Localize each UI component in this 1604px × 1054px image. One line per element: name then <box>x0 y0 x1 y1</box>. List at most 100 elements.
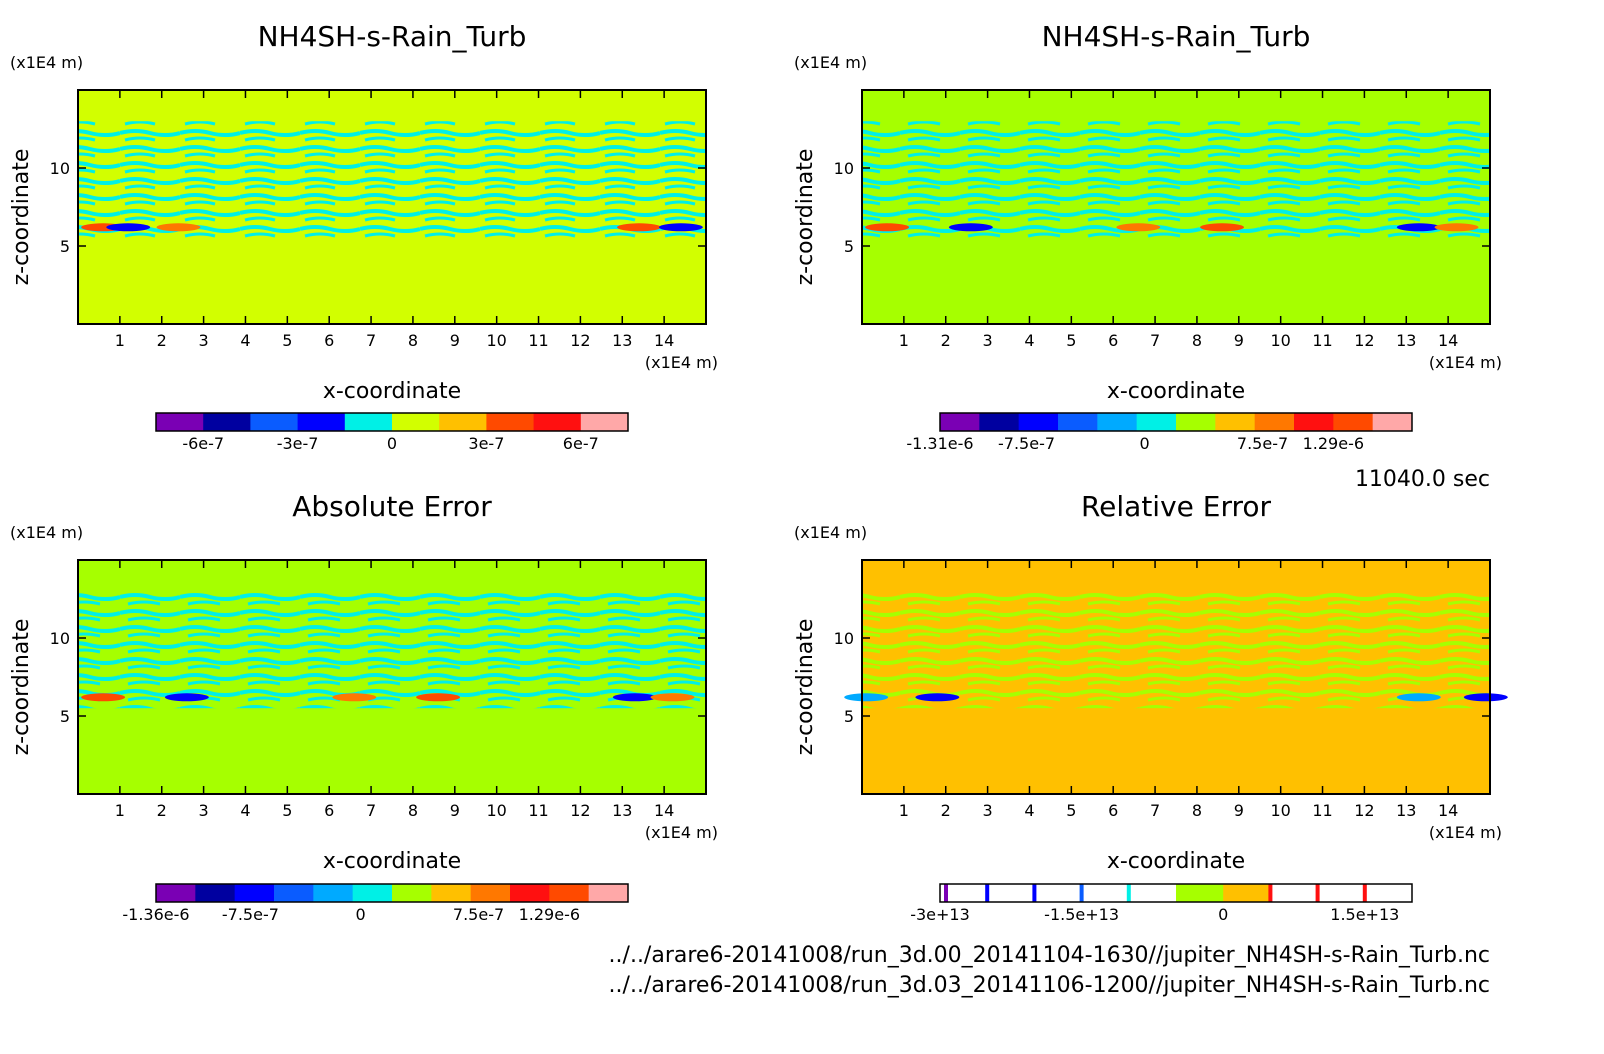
x-tick-label: 1 <box>115 801 125 820</box>
colorbar-swatch <box>940 884 988 902</box>
heatmap-feature-6 <box>650 693 695 702</box>
x-axis-label: x-coordinate <box>1107 379 1245 404</box>
colorbar-separator <box>944 884 948 902</box>
colorbar-swatch <box>1333 413 1374 431</box>
colorbar-swatch <box>470 884 511 902</box>
colorbar-label: -7.5e-7 <box>222 905 279 924</box>
x-tick-label: 6 <box>324 331 334 350</box>
colorbar-swatch <box>344 413 393 431</box>
x-tick-label: 12 <box>1354 331 1374 350</box>
y-tick-label: 10 <box>834 159 854 178</box>
x-tick-label: 7 <box>1150 801 1160 820</box>
x-tick-label: 5 <box>1066 801 1076 820</box>
x-tick-label: 11 <box>528 801 548 820</box>
x-tick-label: 8 <box>1192 801 1202 820</box>
colorbar-swatch <box>203 413 251 431</box>
x-tick-label: 9 <box>450 331 460 350</box>
colorbar-label: -1.5e+13 <box>1044 905 1119 924</box>
colorbar: -1.31e-6 -7.5e-7 0 7.5e-7 1.29e-6 <box>906 412 1413 453</box>
colorbar-swatch <box>1176 413 1216 431</box>
colorbar: -3e+13 -1.5e+13 0 1.5e+13 <box>910 883 1413 924</box>
colorbar-label: 7.5e-7 <box>453 905 504 924</box>
x-tick-label: 1 <box>899 801 909 820</box>
colorbar-frame <box>155 412 629 432</box>
x-tick-label: 3 <box>199 331 209 350</box>
x-tick-label: 8 <box>1192 331 1202 350</box>
heatmap-turbulent-band <box>78 121 706 239</box>
x-tick-label: 2 <box>157 331 167 350</box>
heatmap-feature-2 <box>948 223 993 232</box>
colorbar-swatch <box>234 884 275 902</box>
x-tick-label: 10 <box>1270 801 1290 820</box>
colorbar-swatch <box>1372 413 1413 431</box>
y-axis-unit: (x1E4 m) <box>794 523 867 542</box>
x-axis-unit: (x1E4 m) <box>1429 823 1502 842</box>
heatmap-feature-2 <box>106 223 151 232</box>
colorbar-label: 1.29e-6 <box>1303 434 1364 453</box>
colorbar-swatch <box>510 884 550 902</box>
x-tick-label: 10 <box>486 331 506 350</box>
y-tick-label: 5 <box>60 707 70 726</box>
colorbar-swatch <box>1176 884 1224 902</box>
heatmap-feature-6 <box>1434 223 1479 232</box>
x-tick-label: 4 <box>240 331 250 350</box>
y-axis-label: z-coordinate <box>793 619 818 756</box>
y-axis-label: z-coordinate <box>9 149 34 286</box>
x-tick-label: 7 <box>366 331 376 350</box>
colorbar-separator <box>1079 884 1084 902</box>
heatmap-feature-5 <box>1396 223 1441 232</box>
colorbar-swatch <box>580 413 629 431</box>
colorbar-swatch <box>1018 413 1059 431</box>
x-tick-label: 5 <box>1066 331 1076 350</box>
chart-title: NH4SH-s-Rain_Turb <box>1042 20 1311 53</box>
y-tick-label: 5 <box>60 237 70 256</box>
x-axis-unit: (x1E4 m) <box>1429 353 1502 372</box>
heatmap-feature-5 <box>612 693 657 702</box>
x-tick-label: 3 <box>983 801 993 820</box>
file-path-1: ../../arare6-20141008/run_3d.00_20141104… <box>609 943 1490 968</box>
heatmap-feature-2 <box>164 693 209 702</box>
heatmap-feature-4 <box>1463 693 1508 702</box>
file-path-2: ../../arare6-20141008/run_3d.03_20141106… <box>609 973 1490 998</box>
x-tick-label: 3 <box>983 331 993 350</box>
x-axis-label: x-coordinate <box>323 849 461 874</box>
x-tick-label: 13 <box>612 801 632 820</box>
chart-title: Absolute Error <box>292 490 492 523</box>
colorbar-swatch <box>987 884 1035 902</box>
colorbar-separator <box>1315 884 1320 902</box>
y-tick-label: 5 <box>844 707 854 726</box>
colorbar-label: 0 <box>1139 434 1149 453</box>
colorbar-swatch <box>549 884 590 902</box>
heatmap-feature-3 <box>1116 223 1161 232</box>
time-label: 11040.0 sec <box>1355 467 1490 492</box>
colorbar-swatch <box>1223 884 1271 902</box>
y-tick-label: 5 <box>844 237 854 256</box>
colorbar-label: 1.5e+13 <box>1330 905 1399 924</box>
x-tick-label: 5 <box>282 801 292 820</box>
heatmap-turbulent-band <box>862 121 1490 239</box>
y-axis-unit: (x1E4 m) <box>794 53 867 72</box>
y-tick-label: 10 <box>50 159 70 178</box>
x-axis-unit: (x1E4 m) <box>645 353 718 372</box>
heatmap-feature-1 <box>81 693 126 702</box>
x-tick-label: 12 <box>570 331 590 350</box>
colorbar-swatch <box>1034 884 1083 902</box>
x-tick-label: 2 <box>157 801 167 820</box>
colorbar-swatch <box>1364 884 1413 902</box>
colorbar-swatch <box>156 413 204 431</box>
colorbar-swatch <box>297 413 346 431</box>
colorbar-swatch <box>533 413 582 431</box>
plot-frame <box>861 559 1491 795</box>
heatmap-feature-2 <box>915 693 960 702</box>
colorbar-swatch <box>940 413 980 431</box>
plot-frame <box>77 559 707 795</box>
colorbar-label: 3e-7 <box>468 434 504 453</box>
x-tick-label: 12 <box>1354 801 1374 820</box>
x-tick-label: 13 <box>1396 331 1416 350</box>
colorbar-swatch <box>1136 413 1177 431</box>
colorbar-swatch <box>1058 413 1098 431</box>
colorbar-swatch <box>195 884 236 902</box>
x-axis-label: x-coordinate <box>1107 849 1245 874</box>
colorbar-label: 6e-7 <box>563 434 599 453</box>
heatmap-feature-4 <box>617 223 662 232</box>
